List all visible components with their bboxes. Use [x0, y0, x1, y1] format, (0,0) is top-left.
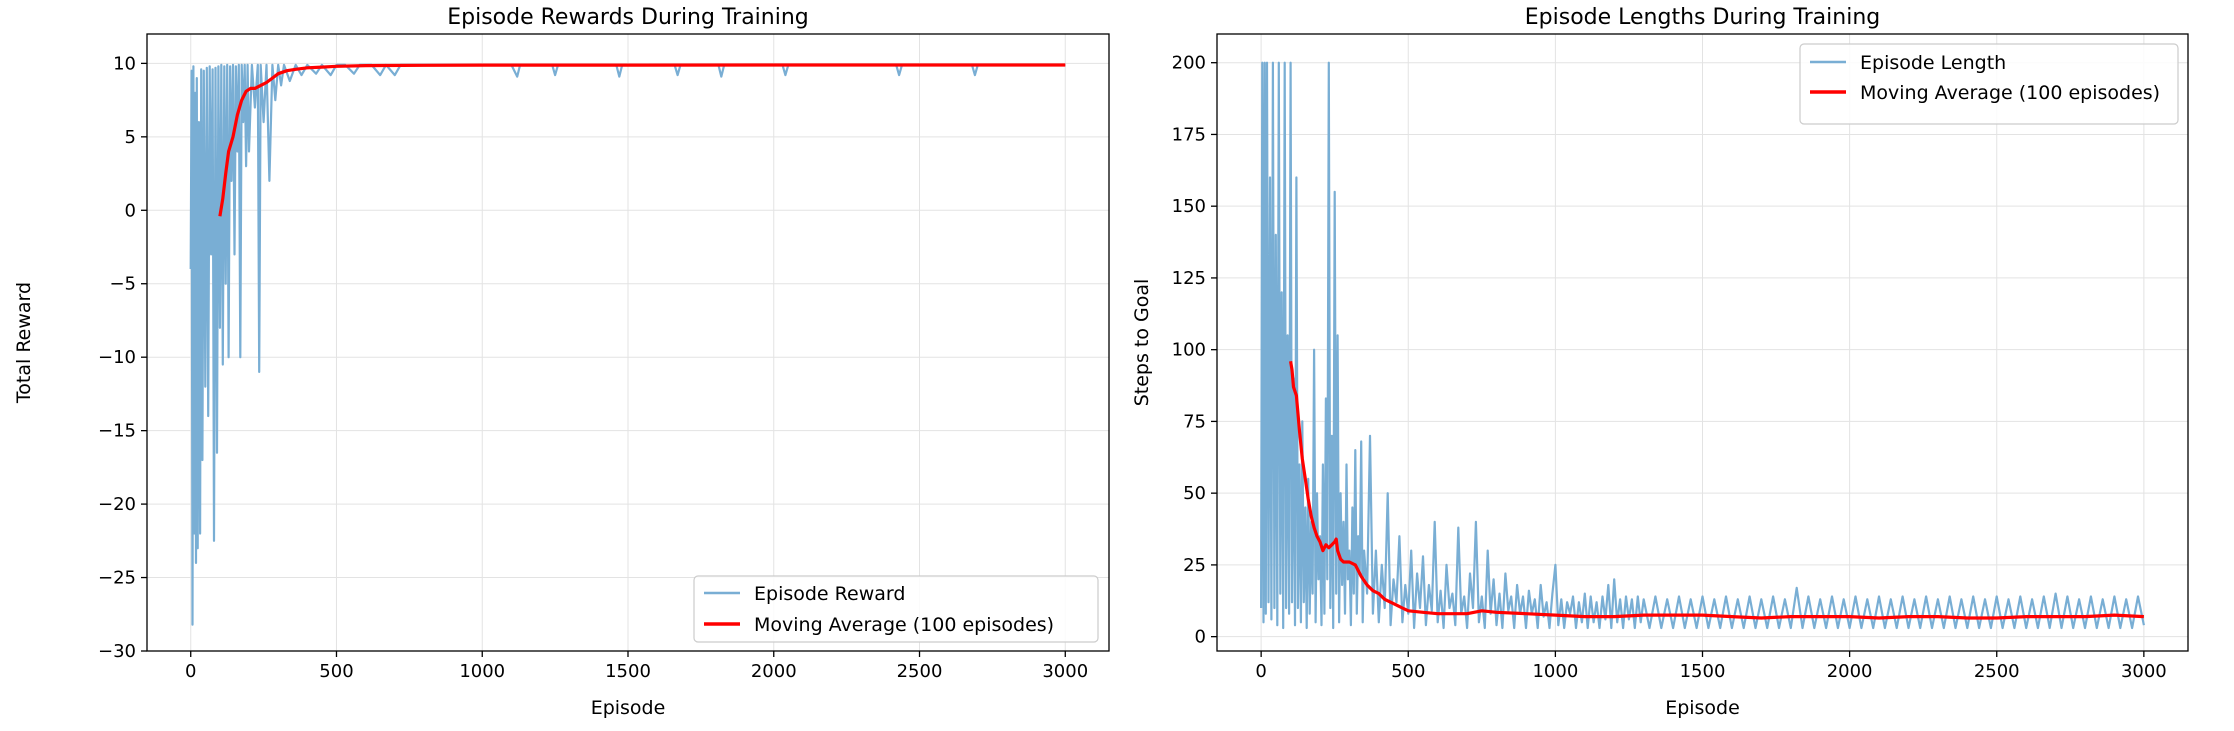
- y-tick-label: 200: [1172, 53, 1206, 74]
- x-tick-label: 1000: [1532, 661, 1578, 682]
- y-tick-label: 25: [1183, 555, 1206, 576]
- x-axis-label: Episode: [591, 697, 666, 719]
- x-tick-label: 1000: [459, 661, 505, 682]
- y-axis-label: Total Reward: [13, 282, 35, 404]
- y-tick-label: −20: [98, 494, 136, 515]
- x-tick-label: 2000: [1827, 661, 1873, 682]
- x-tick-label: 3000: [1042, 661, 1088, 682]
- legend-label: Moving Average (100 episodes): [754, 614, 1054, 636]
- x-tick-label: 2000: [751, 661, 797, 682]
- chart-panel-1: 0 500 1000 1500 2000 2500 3000 −30 −25 −20 −15 −10 −…: [13, 5, 1110, 719]
- legend: Episode Reward Moving Average (100 episod…: [693, 575, 1099, 643]
- y-tick-label: 50: [1183, 483, 1206, 504]
- legend-box: [693, 575, 1099, 643]
- x-tick-label: 0: [185, 661, 196, 682]
- x-tick-label: 0: [1255, 661, 1266, 682]
- x-tick-label: 2500: [1974, 661, 2020, 682]
- series-line-moving-average: [218, 63, 1066, 217]
- x-tick-label: 500: [1391, 661, 1425, 682]
- y-axis-label: Steps to Goal: [1131, 279, 1153, 407]
- x-tick-label: 1500: [1680, 661, 1726, 682]
- legend-label: Episode Length: [1860, 52, 2006, 74]
- legend-label: Moving Average (100 episodes): [1860, 82, 2160, 104]
- y-tick-label: 75: [1183, 411, 1206, 432]
- y-tick-label: −25: [98, 568, 136, 589]
- x-tick-label: 500: [319, 661, 353, 682]
- series-line-moving-average: [1289, 360, 2144, 620]
- legend-label: Episode Reward: [754, 583, 905, 605]
- y-tick-label: 150: [1172, 196, 1206, 217]
- y-tick-label: 0: [1195, 627, 1206, 648]
- chart-title: Episode Lengths During Training: [1525, 5, 1880, 30]
- y-tick-label: −30: [98, 641, 136, 662]
- x-tick-label: 3000: [2121, 661, 2167, 682]
- y-tick-label: 125: [1172, 268, 1206, 289]
- chart-title: Episode Rewards During Training: [447, 5, 809, 30]
- x-tick-label: 1500: [605, 661, 651, 682]
- y-tick-label: 5: [125, 127, 136, 148]
- series-line-raw: [189, 63, 1066, 626]
- x-axis-label: Episode: [1665, 697, 1740, 719]
- y-tick-label: 0: [125, 200, 136, 221]
- y-tick-label: −15: [98, 421, 136, 442]
- y-tick-label: 100: [1172, 340, 1206, 361]
- x-tick-label: 2500: [897, 661, 943, 682]
- chart-panel-2: 0 500 1000 1500 2000 2500 3000 0 25 50 75 100 125 150…: [1131, 5, 2189, 719]
- legend-box: [1799, 43, 2179, 125]
- y-tick-label: −10: [98, 347, 136, 368]
- y-tick-label: 175: [1172, 124, 1206, 145]
- legend: Episode Length Moving Average (100 episod…: [1799, 43, 2179, 125]
- y-tick-label: −5: [109, 274, 136, 295]
- y-tick-label: 10: [113, 53, 136, 74]
